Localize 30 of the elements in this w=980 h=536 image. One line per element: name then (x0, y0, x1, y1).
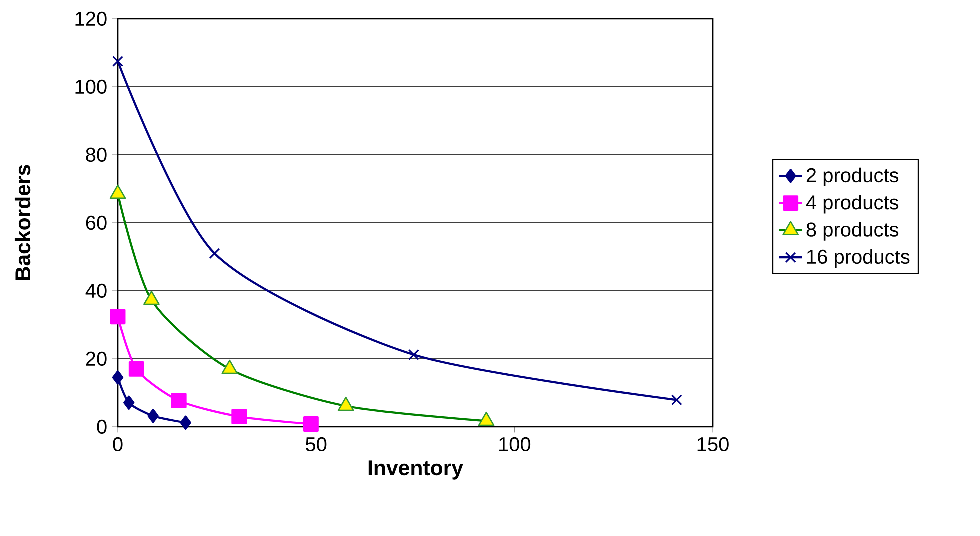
y-tick-label: 20 (86, 352, 107, 366)
point (112, 370, 124, 385)
x-tick-label: 50 (306, 437, 327, 452)
legend-label: 8 products (806, 222, 899, 241)
x-tick-label: 150 (698, 437, 729, 452)
y-tick-label: 60 (86, 216, 107, 230)
y-tick-label: 0 (97, 420, 107, 434)
legend-label: 2 products (806, 168, 899, 187)
point (124, 396, 135, 410)
y-tick-label: 100 (76, 80, 107, 94)
y-tick-label: 120 (76, 12, 107, 26)
legend-label: 16 products (807, 249, 910, 268)
y-tick-label: 40 (86, 284, 107, 298)
legend-label: 4 products (806, 195, 899, 214)
y-axis-title: Backorders (14, 165, 31, 280)
point (303, 416, 319, 432)
point (148, 409, 159, 424)
point (232, 409, 248, 425)
x-tick-label: 0 (113, 437, 123, 452)
point (171, 393, 187, 409)
point (408, 349, 420, 360)
point (128, 361, 144, 377)
x-tick-label: 100 (500, 437, 531, 452)
point (671, 394, 682, 406)
x-axis-title: Inventory (368, 460, 464, 480)
point (180, 416, 192, 430)
y-tick-label: 80 (86, 148, 107, 162)
point (209, 248, 220, 260)
point (110, 309, 126, 325)
point (112, 56, 124, 68)
